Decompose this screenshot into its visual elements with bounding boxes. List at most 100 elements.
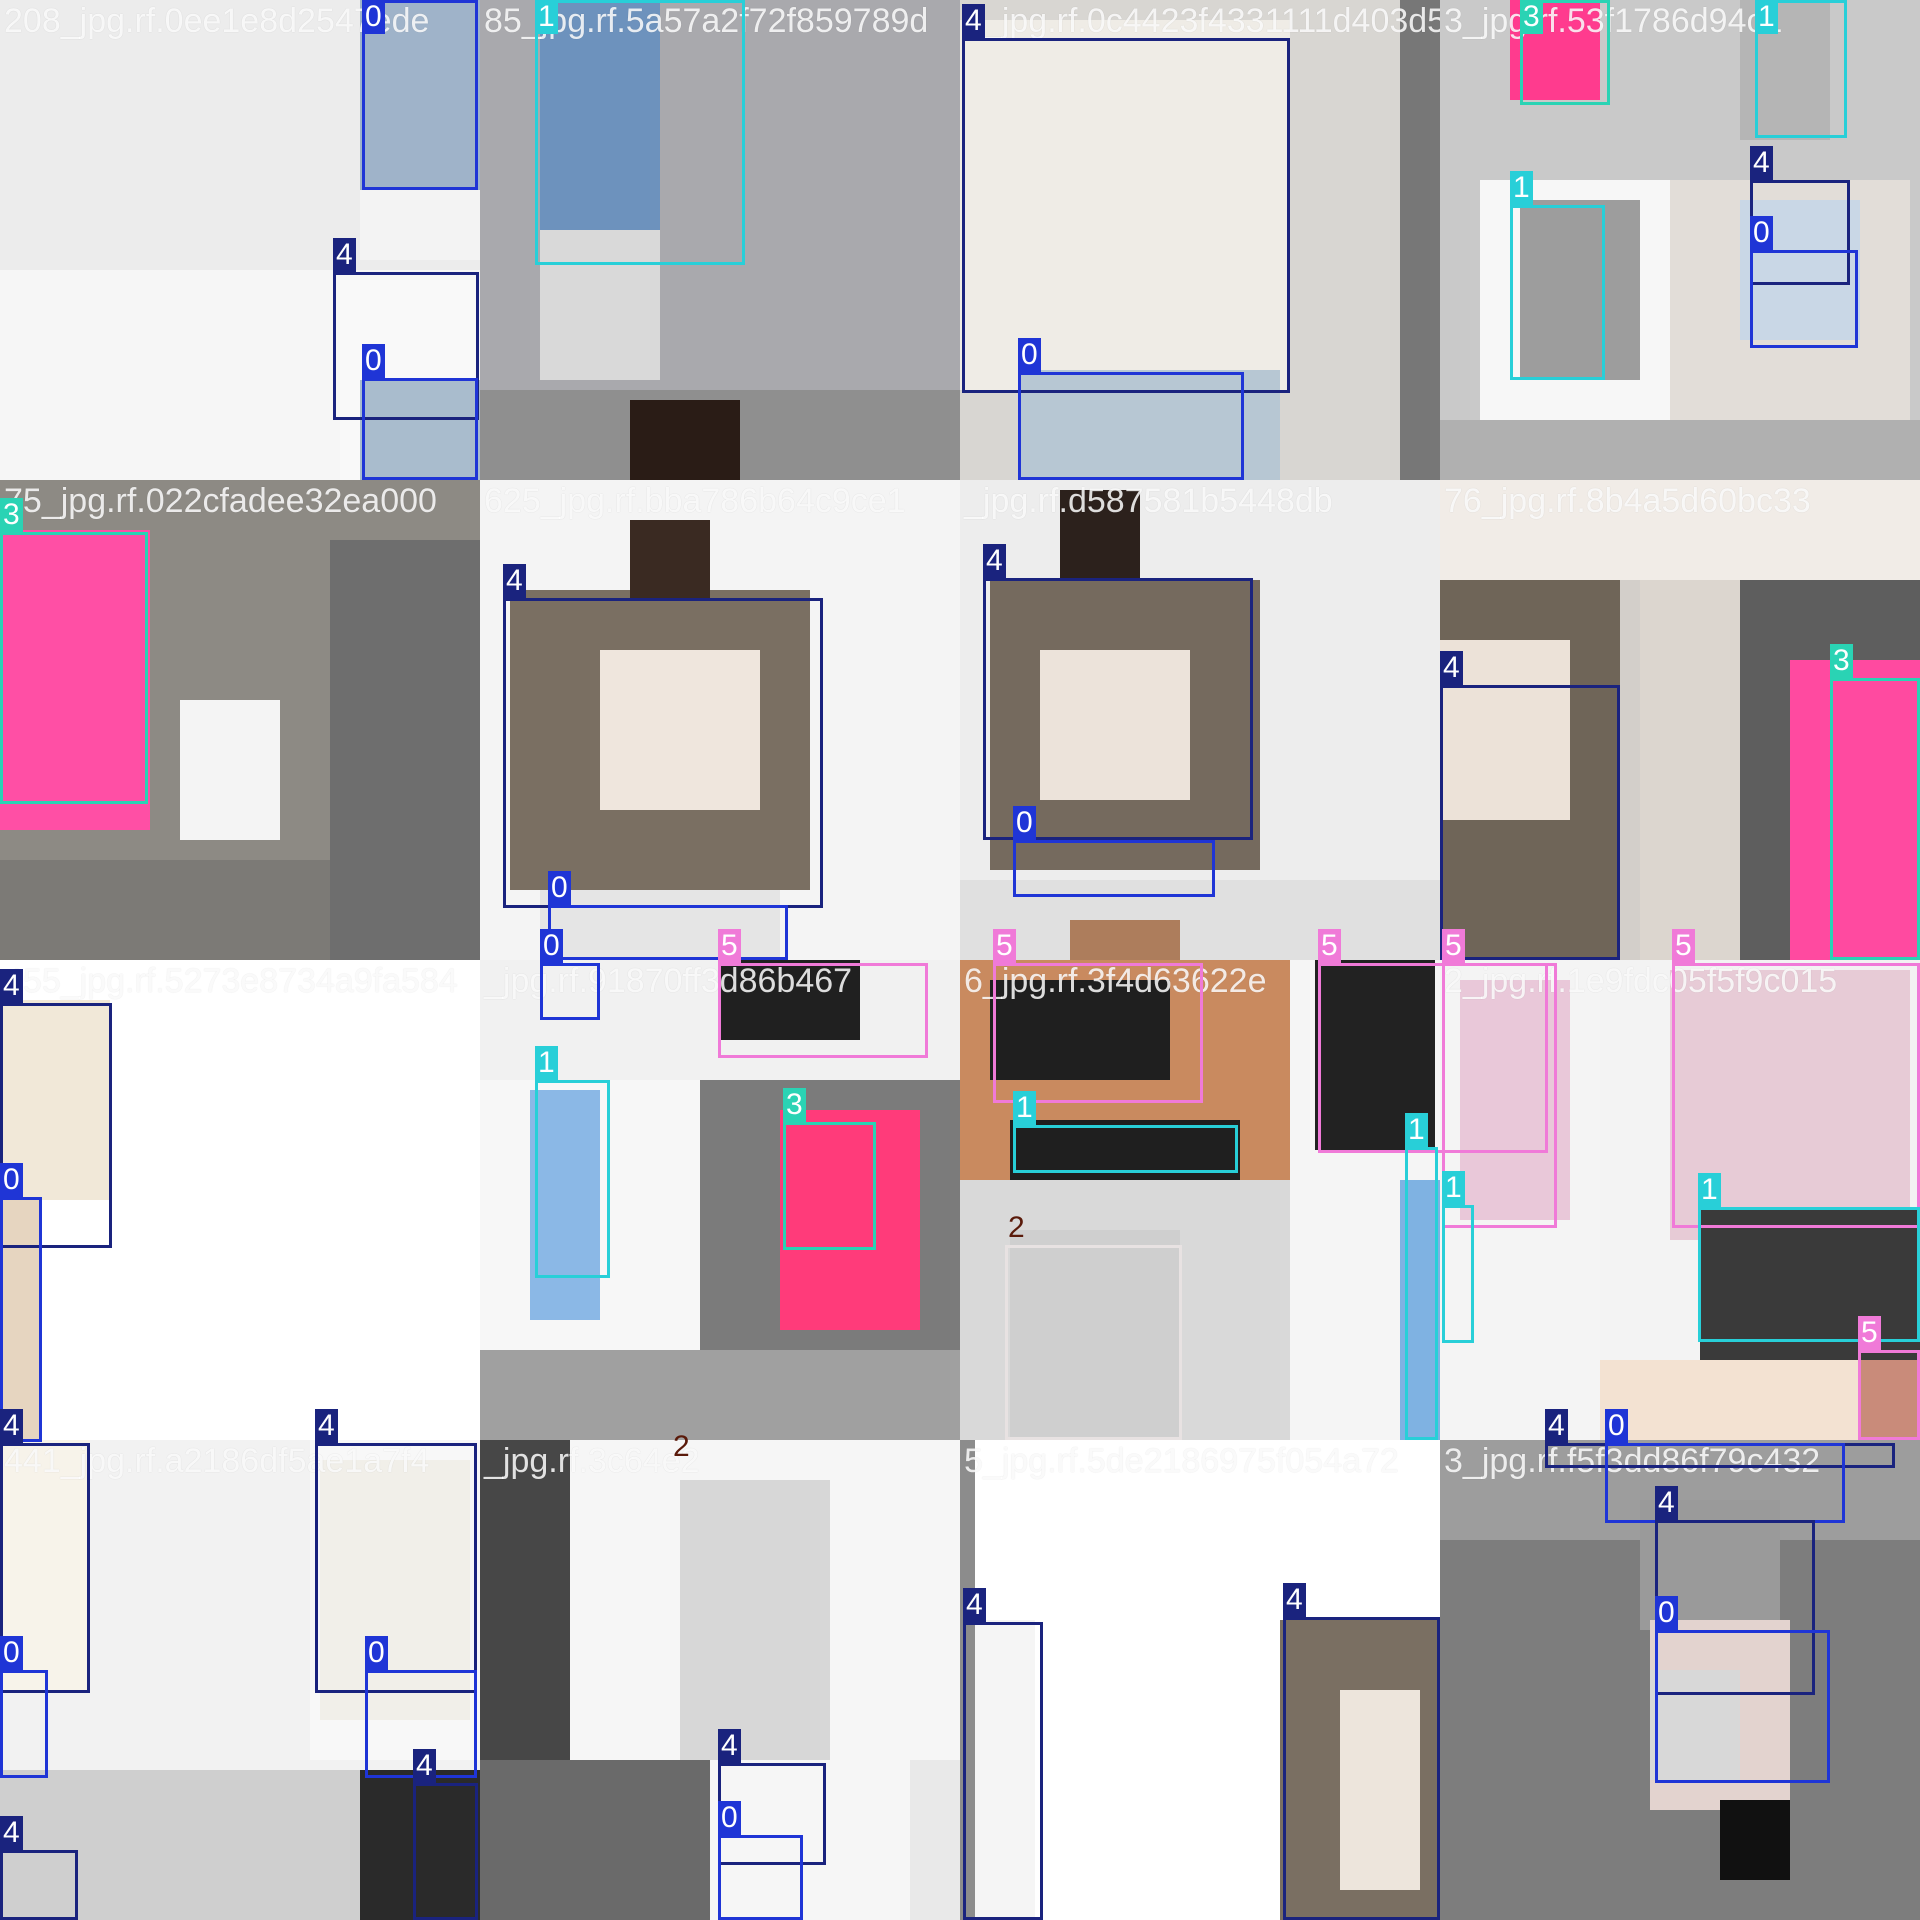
- photo-region: [720, 960, 860, 1040]
- class-label: 4: [1750, 146, 1773, 180]
- tile-filename: 208_jpg.rf.0ee1e8d2547ede: [4, 2, 430, 40]
- photo-region: [1400, 1180, 1440, 1440]
- mosaic-tile: _jpg.rf.3c64e2: [480, 1440, 960, 1920]
- class-label: 0: [1605, 1409, 1628, 1443]
- photo-region: [540, 0, 660, 230]
- tile-filename: 3_jpg.rf.53f1786d94c1: [1444, 2, 1783, 40]
- photo-region: [0, 860, 330, 960]
- photo-region: [960, 880, 1440, 960]
- photo-region: [630, 520, 710, 600]
- mosaic-tile: 3_jpg.rf.0c4423f4331111d403d5: [960, 0, 1440, 480]
- photo-region: [1460, 980, 1570, 1220]
- mosaic-tile: 5_jpg.rf.5de2186975f054a72: [960, 1440, 1440, 1920]
- photo-region: [960, 1440, 975, 1920]
- tile-filename: 85_jpg.rf.5a57a2f72f859789d: [484, 2, 929, 40]
- photo-region: [1440, 480, 1920, 580]
- class-label: 4: [413, 1749, 436, 1783]
- class-label: 4: [1545, 1409, 1568, 1443]
- photo-region: [320, 1460, 470, 1720]
- class-label: 4: [333, 238, 356, 272]
- photo-region: [360, 190, 480, 260]
- tile-filename: 76_jpg.rf.8b4a5d60bc33: [1444, 482, 1811, 520]
- photo-region: [540, 230, 660, 380]
- mosaic-tile: 455_jpg.rf.5273e8734a9fa584: [0, 960, 480, 1440]
- class-label: 0: [1018, 338, 1041, 372]
- photo-region: [540, 890, 780, 960]
- class-label: 2: [673, 1430, 690, 1463]
- mosaic-tile: 208_jpg.rf.0ee1e8d2547ede: [0, 0, 480, 480]
- class-label: 1: [1442, 1171, 1465, 1205]
- photo-region: [1720, 1800, 1790, 1880]
- class-label: 5: [1672, 929, 1695, 963]
- photo-region: [1640, 580, 1740, 960]
- photo-region: [0, 530, 150, 830]
- photo-region: [1400, 0, 1440, 480]
- class-label: 4: [983, 544, 1006, 578]
- class-label: 4: [0, 969, 23, 1003]
- class-label: 1: [1013, 1091, 1036, 1125]
- photo-region: [1020, 370, 1280, 480]
- class-label: 4: [962, 4, 985, 38]
- tile-filename: 6_jpg.rf.3f4d63622e: [964, 962, 1267, 1000]
- tile-filename: _jpg.rf.3c64e2: [484, 1442, 700, 1480]
- class-label: 4: [1283, 1583, 1306, 1617]
- class-label: 0: [0, 1636, 23, 1670]
- mosaic-tile: 2_jpg.rf.1e9fdc05f5f9c015: [1440, 960, 1920, 1440]
- mosaic-tile: 3_jpg.rf.f5f3dd86f79c432: [1440, 1440, 1920, 1920]
- class-label: 0: [362, 344, 385, 378]
- tile-filename: 5_jpg.rf.5de2186975f054a72: [964, 1442, 1399, 1480]
- class-label: 1: [1405, 1113, 1428, 1147]
- class-label: 5: [1318, 929, 1341, 963]
- class-label: 0: [548, 871, 571, 905]
- photo-region: [360, 1770, 480, 1920]
- photo-region: [1070, 920, 1180, 960]
- photo-region: [1650, 1670, 1740, 1780]
- class-label: 2: [1008, 1211, 1025, 1244]
- class-label: 0: [1013, 806, 1036, 840]
- photo-region: [1010, 1230, 1180, 1440]
- photo-region: [1440, 420, 1920, 480]
- tile-filename: 75_jpg.rf.022cfadee32ea000: [4, 482, 437, 520]
- photo-region: [990, 980, 1170, 1080]
- mosaic-tile: 76_jpg.rf.8b4a5d60bc33: [1440, 480, 1920, 960]
- tile-filename: 3_jpg.rf.f5f3dd86f79c432: [1444, 1442, 1821, 1480]
- class-label: 4: [315, 1409, 338, 1443]
- photo-region: [360, 380, 480, 480]
- class-label: 4: [1440, 651, 1463, 685]
- tile-filename: 3_jpg.rf.0c4423f4331111d403d5: [964, 2, 1440, 40]
- tile-filename: _jpg.rf.d587581b5448db: [964, 482, 1333, 520]
- tile-filename: 625_jpg.rf.bba786b64c9ce1: [484, 482, 906, 520]
- mosaic-tile: 3_jpg.rf.53f1786d94c1: [1440, 0, 1920, 480]
- photo-region: [630, 400, 740, 480]
- photo-region: [1040, 650, 1190, 800]
- class-label: 3: [1520, 0, 1543, 34]
- class-label: 4: [718, 1729, 741, 1763]
- tile-filename: 2_jpg.rf.1e9fdc05f5f9c015: [1444, 962, 1838, 1000]
- class-label: 3: [783, 1088, 806, 1122]
- class-label: 1: [535, 1046, 558, 1080]
- mosaic-tile: _jpg.rf.d587581b5448db: [960, 480, 1440, 960]
- photo-region: [1700, 1210, 1920, 1360]
- class-label: 5: [718, 929, 741, 963]
- class-label: 4: [0, 1409, 23, 1443]
- mosaic-tile: 6_jpg.rf.3f4d63622e: [960, 960, 1440, 1440]
- mosaic-tile: 75_jpg.rf.022cfadee32ea000: [0, 480, 480, 960]
- photo-region: [1060, 490, 1140, 580]
- class-label: 0: [0, 1163, 23, 1197]
- photo-region: [1860, 1360, 1920, 1440]
- photo-region: [530, 1090, 600, 1320]
- photo-region: [975, 1620, 1035, 1920]
- class-label: 4: [963, 1588, 986, 1622]
- class-label: 0: [362, 0, 385, 34]
- class-label: 4: [503, 564, 526, 598]
- class-label: 1: [1698, 1173, 1721, 1207]
- photo-region: [1520, 200, 1640, 380]
- tile-filename: _jpg.rf.91870ff3d86b467: [484, 962, 853, 1000]
- class-label: 1: [1755, 0, 1778, 34]
- class-label: 0: [1655, 1596, 1678, 1630]
- tile-filename: 455_jpg.rf.5273e8734a9fa584: [4, 962, 458, 1000]
- class-label: 0: [1750, 216, 1773, 250]
- class-label: 5: [1858, 1316, 1881, 1350]
- photo-region: [480, 1760, 710, 1920]
